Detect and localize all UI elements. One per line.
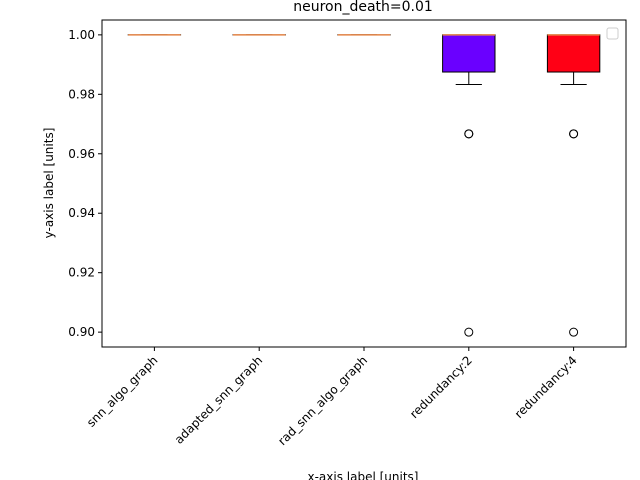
x-axis-label: x-axis label [units] xyxy=(308,470,419,480)
y-tick-label: 1.00 xyxy=(68,28,95,42)
plot-frame xyxy=(101,19,627,348)
y-axis-label: y-axis label [units] xyxy=(42,128,56,239)
y-axis-ticks: 0.90 0.92 0.94 0.96 0.98 1.00 xyxy=(68,28,102,339)
y-tick-label: 0.92 xyxy=(68,266,95,280)
box-series xyxy=(127,34,601,337)
outlier-point xyxy=(464,129,474,139)
y-tick-label: 0.98 xyxy=(68,87,95,101)
box-group xyxy=(546,34,601,337)
box-body xyxy=(546,34,601,73)
legend-box xyxy=(606,27,619,40)
outlier-point xyxy=(464,327,474,337)
y-tick-label: 0.94 xyxy=(68,206,95,220)
y-tick-label: 0.96 xyxy=(68,147,95,161)
box-group xyxy=(442,34,496,337)
box-body xyxy=(442,34,496,73)
outlier-point xyxy=(569,327,579,337)
y-tick-label: 0.90 xyxy=(68,325,95,339)
outlier-point xyxy=(569,129,579,139)
chart-title: neuron_death=0.01 xyxy=(293,0,433,15)
